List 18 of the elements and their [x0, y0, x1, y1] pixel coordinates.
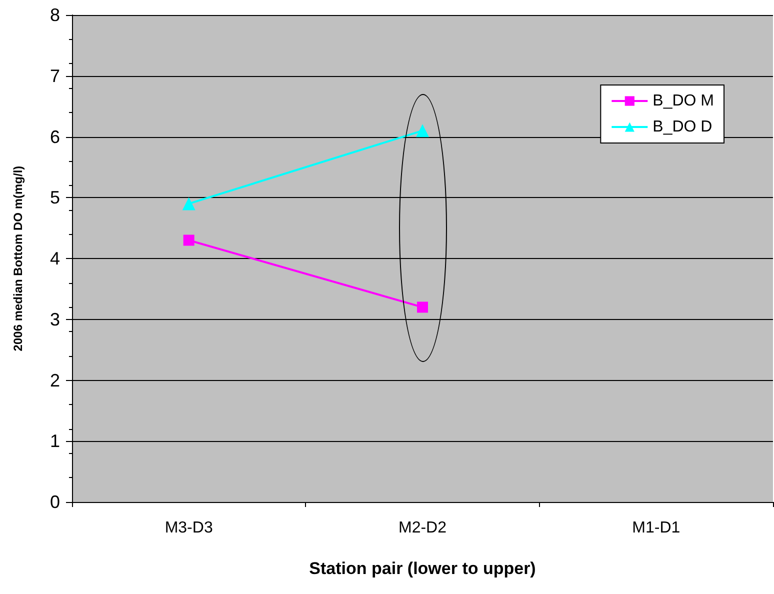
legend-label: B_DO M	[652, 92, 714, 110]
y-axis-title: 2006 median Bottom DO m(mg/l)	[11, 166, 25, 352]
y-tick-label: 5	[50, 188, 60, 208]
x-tick-label: M1-D1	[632, 520, 680, 536]
x-tick-label: M2-D2	[398, 520, 447, 536]
y-tick-label: 7	[50, 66, 60, 86]
x-tick-label: M3-D3	[164, 520, 213, 536]
point	[183, 234, 194, 246]
y-tick-label: 8	[50, 5, 60, 25]
y-tick-label: 4	[50, 248, 60, 268]
y-tick-label: 6	[50, 126, 60, 147]
x-axis-title: Station pair (lower to upper)	[309, 559, 536, 578]
y-tick-label: 0	[50, 492, 60, 512]
y-tick-label: 2	[50, 370, 60, 390]
y-tick-label: 1	[50, 431, 60, 452]
y-tick-label: 3	[50, 309, 60, 330]
legend-label: B_DO D	[652, 118, 712, 136]
point	[417, 302, 428, 313]
